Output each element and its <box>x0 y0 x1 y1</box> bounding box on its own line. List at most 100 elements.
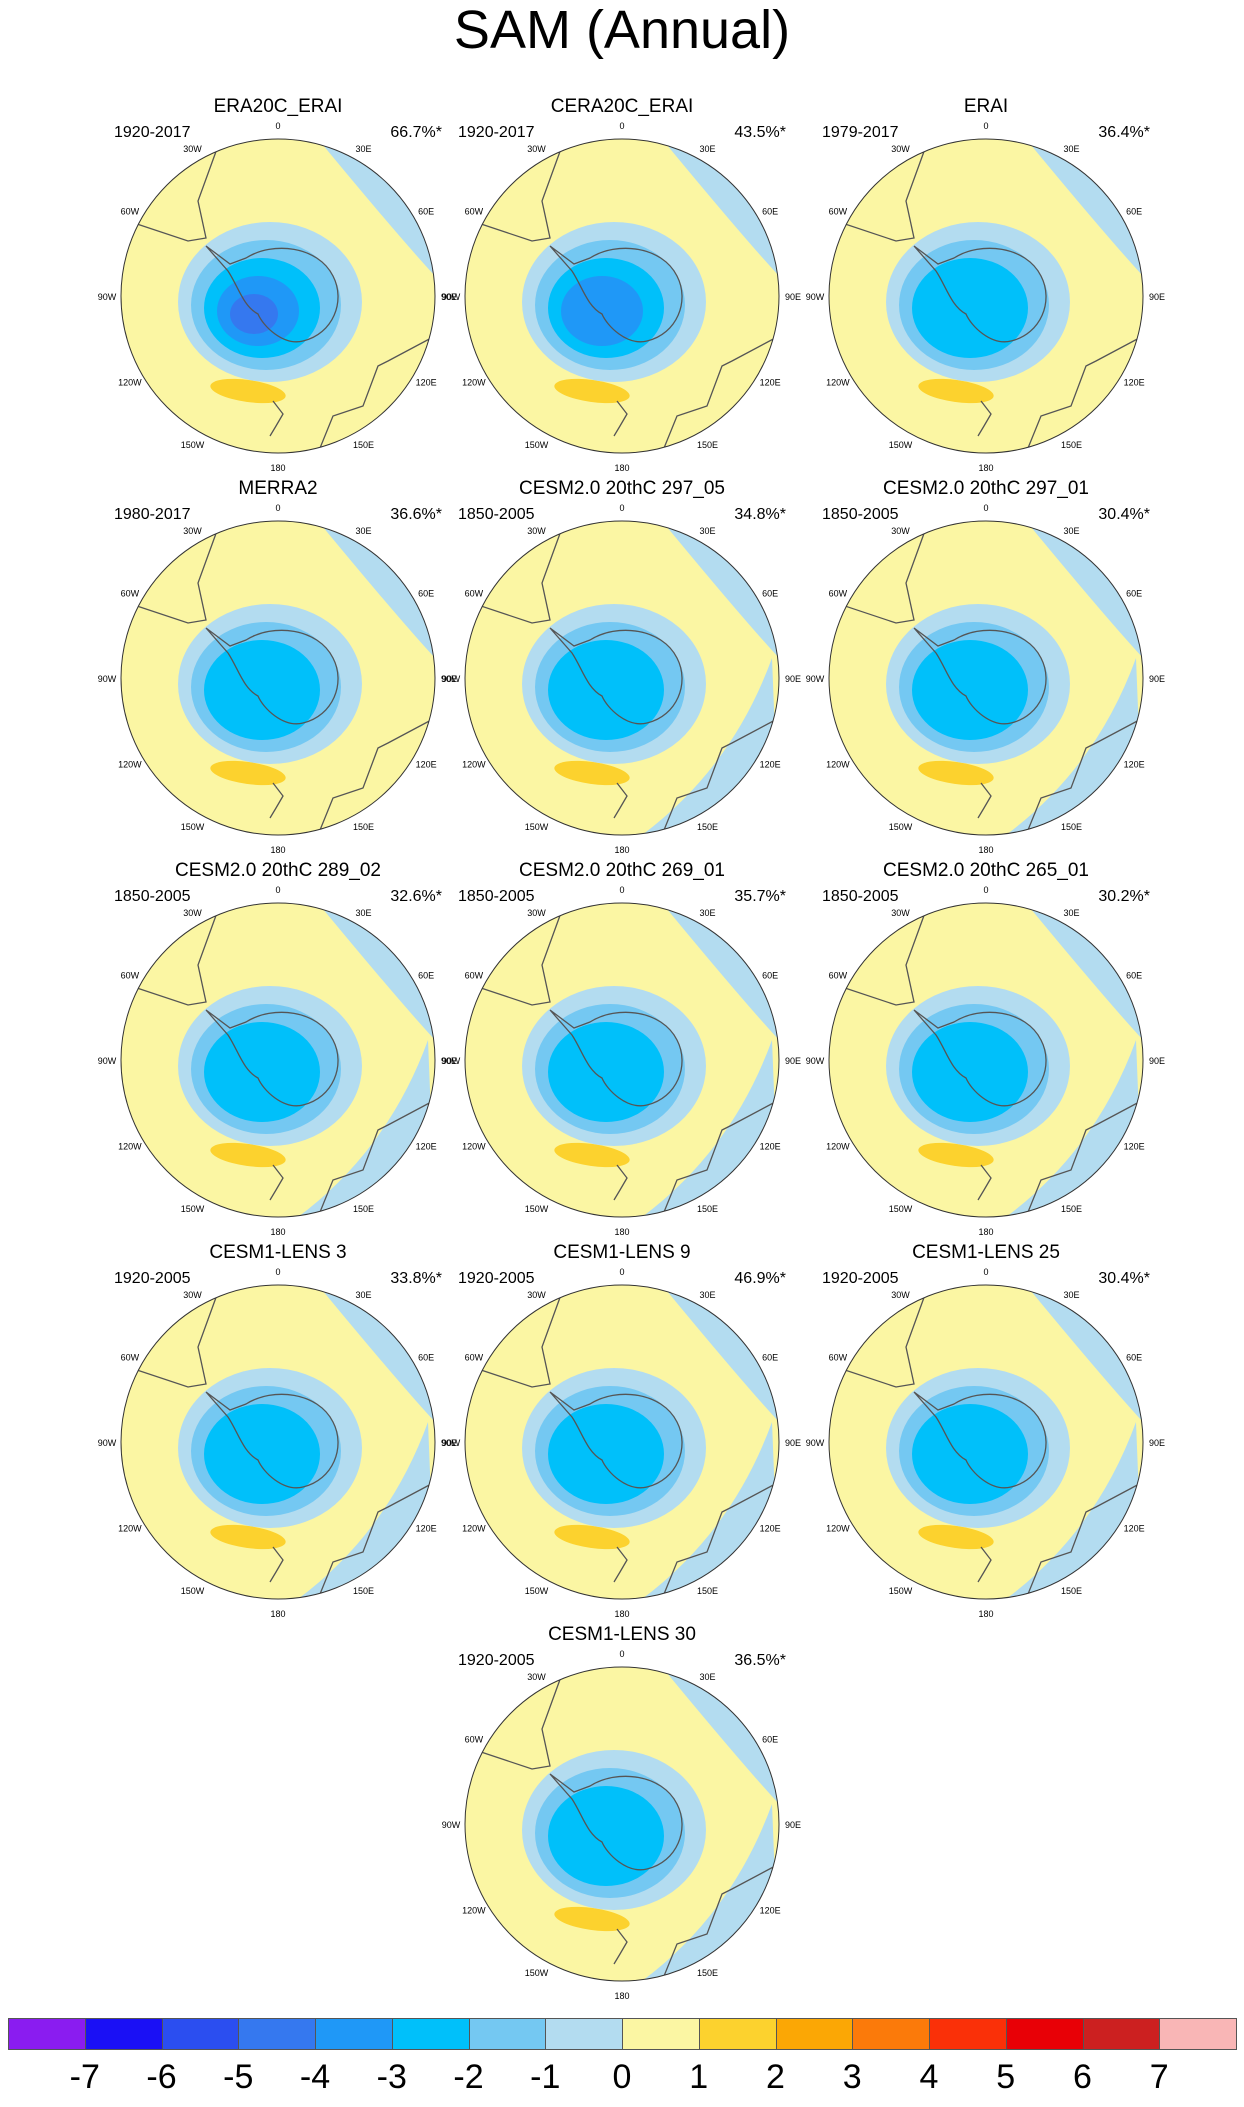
africa-coastline <box>721 1667 758 1700</box>
longitude-label: 180 <box>614 463 629 473</box>
panel-period: 1980-2017 <box>114 506 191 523</box>
longitude-label: 90E <box>1149 1056 1165 1066</box>
longitude-label: 30W <box>527 144 546 154</box>
polar-stereographic-map: 0 30E 60E 90E 120E 150E 180 150W 120W 90W 60W 30W <box>806 1267 1165 1619</box>
africa-coastline <box>721 521 758 554</box>
longitude-label: 60E <box>1126 971 1142 981</box>
longitude-label: 120E <box>760 378 781 388</box>
longitude-label: 60W <box>121 1353 140 1363</box>
new-zealand-coastline <box>977 1546 992 1583</box>
australia-coastline <box>317 1099 435 1217</box>
antarctica-coastline <box>205 1009 339 1107</box>
longitude-label: 30W <box>183 526 202 536</box>
positive-anomaly-blob <box>210 760 286 786</box>
longitude-label: 60E <box>1126 207 1142 217</box>
longitude-label: 120W <box>462 378 486 388</box>
longitude-label: 120W <box>826 1524 850 1534</box>
field-layer <box>465 139 779 453</box>
longitude-label: 180 <box>978 845 993 855</box>
panel-variance: 43.5%* <box>734 124 786 141</box>
australia-coastline <box>1025 1099 1143 1217</box>
longitude-label: 90W <box>442 1820 461 1830</box>
colorbar-swatch <box>391 2018 470 2050</box>
longitude-label: 150W <box>525 1586 549 1596</box>
longitude-label: 150E <box>697 440 718 450</box>
longitude-label: 30W <box>891 1290 910 1300</box>
longitude-label: 90W <box>442 674 461 684</box>
new-zealand-coastline <box>613 400 628 437</box>
panel-title: CESM1-LENS 3 <box>209 1242 347 1263</box>
colorbar-swatch <box>775 2018 854 2050</box>
longitude-label: 0 <box>275 1267 280 1277</box>
australia-coastline <box>661 1099 779 1217</box>
panel-variance: 36.4%* <box>1098 124 1150 141</box>
panel-title: CESM1-LENS 30 <box>548 1624 696 1645</box>
panel-title: MERRA2 <box>238 478 318 499</box>
longitude-label: 90E <box>785 1056 801 1066</box>
antarctica-coastline <box>913 627 1047 725</box>
longitude-label: 180 <box>978 1227 993 1237</box>
panel-title: CESM1-LENS 25 <box>912 1242 1060 1263</box>
colorbar-tick-label: 6 <box>1073 2058 1092 2096</box>
new-zealand-coastline <box>613 1164 628 1201</box>
map-panel: CESM1-LENS 30 1920-2005 36.5%* 0 30E 60E 90… <box>436 1624 808 2001</box>
australia-coastline <box>1025 1481 1143 1599</box>
longitude-label: 150E <box>1061 440 1082 450</box>
longitude-label: 60E <box>762 971 778 981</box>
field-layer <box>829 1285 1143 1599</box>
map-border <box>120 1284 436 1600</box>
longitude-label: 30E <box>699 908 715 918</box>
longitude-label: 150W <box>181 440 205 450</box>
polar-stereographic-map: 0 30E 60E 90E 120E 150E 180 150W 120W 90W 60W 30W <box>442 121 801 473</box>
antarctica-coastline <box>549 1391 683 1489</box>
longitude-label: 60E <box>762 1353 778 1363</box>
longitude-label: 150E <box>353 1586 374 1596</box>
longitude-label: 120E <box>760 1142 781 1152</box>
longitude-label: 30W <box>527 526 546 536</box>
positive-anomaly-blob <box>554 1524 630 1550</box>
longitude-label: 90E <box>785 674 801 684</box>
longitude-label: 120E <box>760 1524 781 1534</box>
map-panel: ERAI 1979-2017 36.4%* 0 30E 60E 90E 120E 150E… <box>800 96 1172 473</box>
longitude-label: 60W <box>829 1353 848 1363</box>
longitude-label: 30E <box>699 1672 715 1682</box>
colorbar-tick-label: -7 <box>69 2058 100 2096</box>
panel-period: 1920-2005 <box>458 1270 535 1287</box>
colorbar-swatch <box>1005 2018 1084 2050</box>
australia-coastline <box>661 1481 779 1599</box>
longitude-label: 150W <box>181 1204 205 1214</box>
panel-period: 1920-2005 <box>114 1270 191 1287</box>
longitude-label: 150E <box>1061 1204 1082 1214</box>
longitude-label: 30W <box>891 526 910 536</box>
africa-coastline <box>1085 1285 1122 1318</box>
longitude-label: 0 <box>275 503 280 513</box>
positive-anomaly-blob <box>554 760 630 786</box>
longitude-label: 150W <box>525 822 549 832</box>
panel-variance: 66.7%* <box>390 124 442 141</box>
colorbar-tick-label: -5 <box>223 2058 254 2096</box>
colorbar-swatch <box>852 2018 930 2050</box>
positive-anomaly-blob <box>918 378 994 404</box>
longitude-label: 120E <box>1124 1524 1145 1534</box>
longitude-label: 0 <box>619 885 624 895</box>
longitude-label: 30E <box>1063 526 1079 536</box>
australia-coastline <box>317 1481 435 1599</box>
longitude-label: 90E <box>1149 674 1165 684</box>
field-layer <box>465 1667 779 1981</box>
panel-period: 1979-2017 <box>822 124 899 141</box>
panel-period: 1850-2005 <box>458 888 535 905</box>
map-border <box>464 1284 780 1600</box>
longitude-label: 90W <box>442 1438 461 1448</box>
africa-coastline <box>1085 139 1122 172</box>
longitude-label: 150E <box>353 1204 374 1214</box>
antarctica-coastline <box>549 245 683 343</box>
longitude-label: 30E <box>1063 1290 1079 1300</box>
longitude-label: 90W <box>806 292 825 302</box>
map-border <box>120 138 436 454</box>
new-zealand-coastline <box>613 1546 628 1583</box>
longitude-label: 120E <box>1124 760 1145 770</box>
negative-contour <box>548 1786 664 1886</box>
longitude-label: 60E <box>762 1735 778 1745</box>
colorbar-swatch <box>8 2018 86 2050</box>
colorbar: -7 -6 -5 -4 -3 -2 -1 0 1 2 3 4 5 6 7 <box>8 2018 1237 2098</box>
